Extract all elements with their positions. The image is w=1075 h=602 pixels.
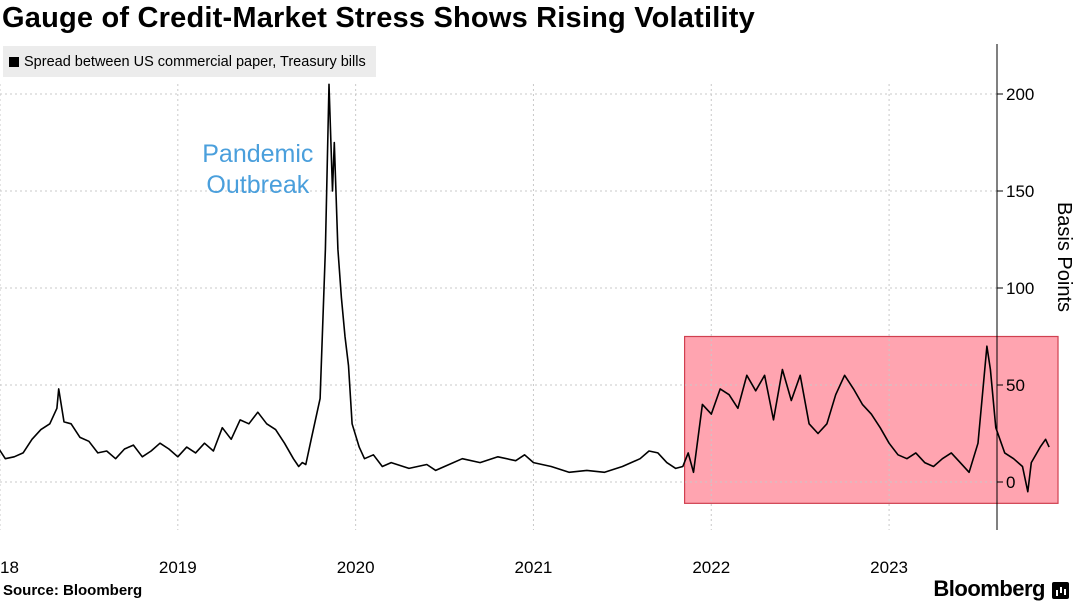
x-tick-label: 2023 xyxy=(870,558,908,577)
x-tick-label: 2020 xyxy=(337,558,375,577)
brand-chart-icon xyxy=(1052,582,1069,599)
legend: Spread between US commercial paper, Trea… xyxy=(3,46,376,77)
highlight-box xyxy=(683,335,1059,504)
x-tick-label: 2022 xyxy=(692,558,730,577)
brand-logo: Bloomberg xyxy=(933,576,1045,601)
y-axis-title: Basis Points xyxy=(1053,202,1075,312)
y-tick-label: 150 xyxy=(1006,182,1034,201)
y-tick-label: 100 xyxy=(1006,279,1034,298)
y-tick-label: 200 xyxy=(1006,85,1034,104)
y-tick-label: 50 xyxy=(1006,376,1025,395)
series-line xyxy=(0,83,1050,493)
chart-title: Gauge of Credit-Market Stress Shows Risi… xyxy=(2,2,755,34)
annotation-text: Outbreak xyxy=(206,171,309,199)
x-tick-label: 2019 xyxy=(159,558,197,577)
annotation-text: Pandemic xyxy=(202,140,313,168)
legend-swatch xyxy=(9,56,19,67)
legend-label: Spread between US commercial paper, Trea… xyxy=(24,53,366,70)
x-tick-label: 2018 xyxy=(0,558,19,577)
y-tick-label: 0 xyxy=(1006,473,1015,492)
x-tick-label: 2021 xyxy=(515,558,553,577)
source-note: Source: Bloomberg xyxy=(3,582,143,599)
